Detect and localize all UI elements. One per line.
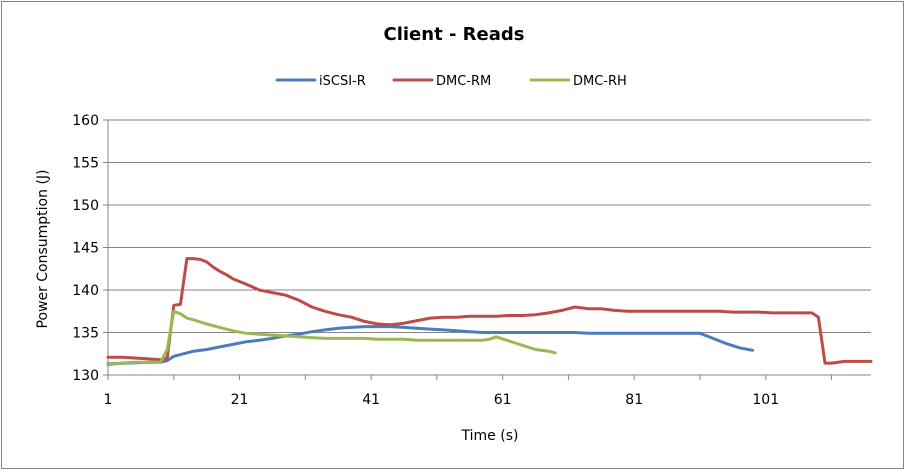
series-layer <box>106 257 873 367</box>
legend-label: DMC-RH <box>573 74 627 89</box>
series-line-iscsi-r <box>106 325 755 366</box>
axes <box>103 119 871 380</box>
x-tick-label: 101 <box>752 392 779 408</box>
series-line-dmc-rh <box>106 309 557 367</box>
y-tick-label: 145 <box>72 241 99 257</box>
legend-label: iSCSI-R <box>319 74 366 89</box>
y-tick-label: 160 <box>72 113 99 129</box>
series-line-dmc-rm <box>106 257 873 365</box>
legend: iSCSI-R DMC-RM DMC-RH <box>275 74 627 89</box>
legend-item-dmc-rm: DMC-RM <box>392 74 491 89</box>
legend-label: DMC-RM <box>436 74 491 89</box>
legend-item-iscsi-r: iSCSI-R <box>275 74 366 89</box>
y-axis-title: Power Consumption (J) <box>35 169 51 328</box>
gridlines <box>108 119 871 333</box>
x-axis-title: Time (s) <box>461 428 519 444</box>
y-tick-label: 130 <box>72 368 99 384</box>
y-tick-label: 155 <box>72 156 99 172</box>
y-tick-label: 135 <box>72 326 99 342</box>
legend-item-dmc-rh: DMC-RH <box>529 74 627 89</box>
y-tick-label: 140 <box>72 283 99 299</box>
x-tick-label: 81 <box>625 392 643 408</box>
y-tick-label: 150 <box>72 198 99 214</box>
y-tick-labels: 130 135 140 145 150 155 160 <box>72 113 99 384</box>
x-tick-label: 61 <box>494 392 512 408</box>
x-tick-label: 41 <box>362 392 380 408</box>
chart-title: Client - Reads <box>384 24 525 45</box>
x-tick-label: 21 <box>231 392 249 408</box>
x-tick-labels: 1 21 41 61 81 101 <box>104 392 780 408</box>
x-tick-label: 1 <box>104 392 113 408</box>
